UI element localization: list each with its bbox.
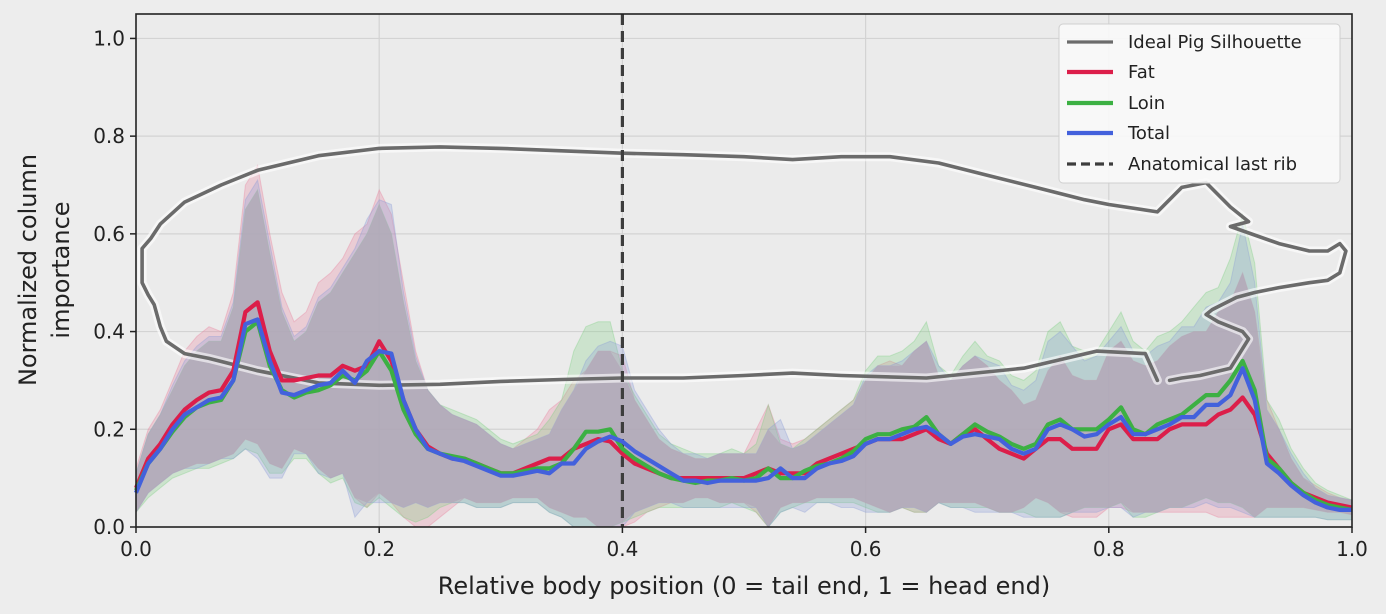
series-lines: [134, 300, 1353, 512]
y-tick-label-5: 1.0: [93, 26, 125, 50]
pig-silhouette: [140, 145, 1348, 388]
y-tick-label-1: 0.2: [93, 417, 125, 441]
legend-label-total: Total: [1127, 123, 1170, 144]
legend-label-last-rib: Anatomical last rib: [1128, 154, 1297, 175]
y-tick-label-0: 0.0: [93, 515, 125, 539]
legend-label-fat: Fat: [1128, 62, 1155, 83]
series-line-fat: [134, 300, 1353, 510]
legend-label-loin: Loin: [1128, 93, 1165, 114]
legend-box: [1058, 23, 1341, 184]
y-tick-label-3: 0.6: [93, 222, 125, 246]
x-tick-label-5: 1.0: [1336, 537, 1368, 561]
plot-frame: [135, 13, 1353, 528]
y-axis-title-line2: importance: [47, 201, 75, 338]
x-tick-label-0: 0.0: [120, 537, 152, 561]
silhouette-layer: [137, 142, 1351, 390]
y-tick-label-4: 0.8: [93, 124, 125, 148]
x-tick-label-4: 0.8: [1093, 537, 1125, 561]
legend: Ideal Pig Silhouette Fat Loin Total Anat…: [1058, 23, 1341, 184]
band-overlap: [136, 189, 1352, 527]
legend-label-silhouette: Ideal Pig Silhouette: [1128, 32, 1302, 53]
x-tick-label-3: 0.6: [850, 537, 882, 561]
y-axis-title-line1: Normalized column: [14, 154, 42, 386]
x-axis-title: Relative body position (0 = tail end, 1 …: [438, 572, 1050, 600]
ticks: 0.0 0.2 0.4 0.6 0.8 1.0 0.0 0.2 0.4 0.6 0.8 1.0: [93, 26, 1368, 561]
series-line-total: [134, 317, 1352, 512]
x-tick-label-2: 0.4: [606, 537, 638, 561]
x-tick-label-1: 0.2: [363, 537, 395, 561]
y-tick-label-2: 0.4: [93, 320, 125, 344]
